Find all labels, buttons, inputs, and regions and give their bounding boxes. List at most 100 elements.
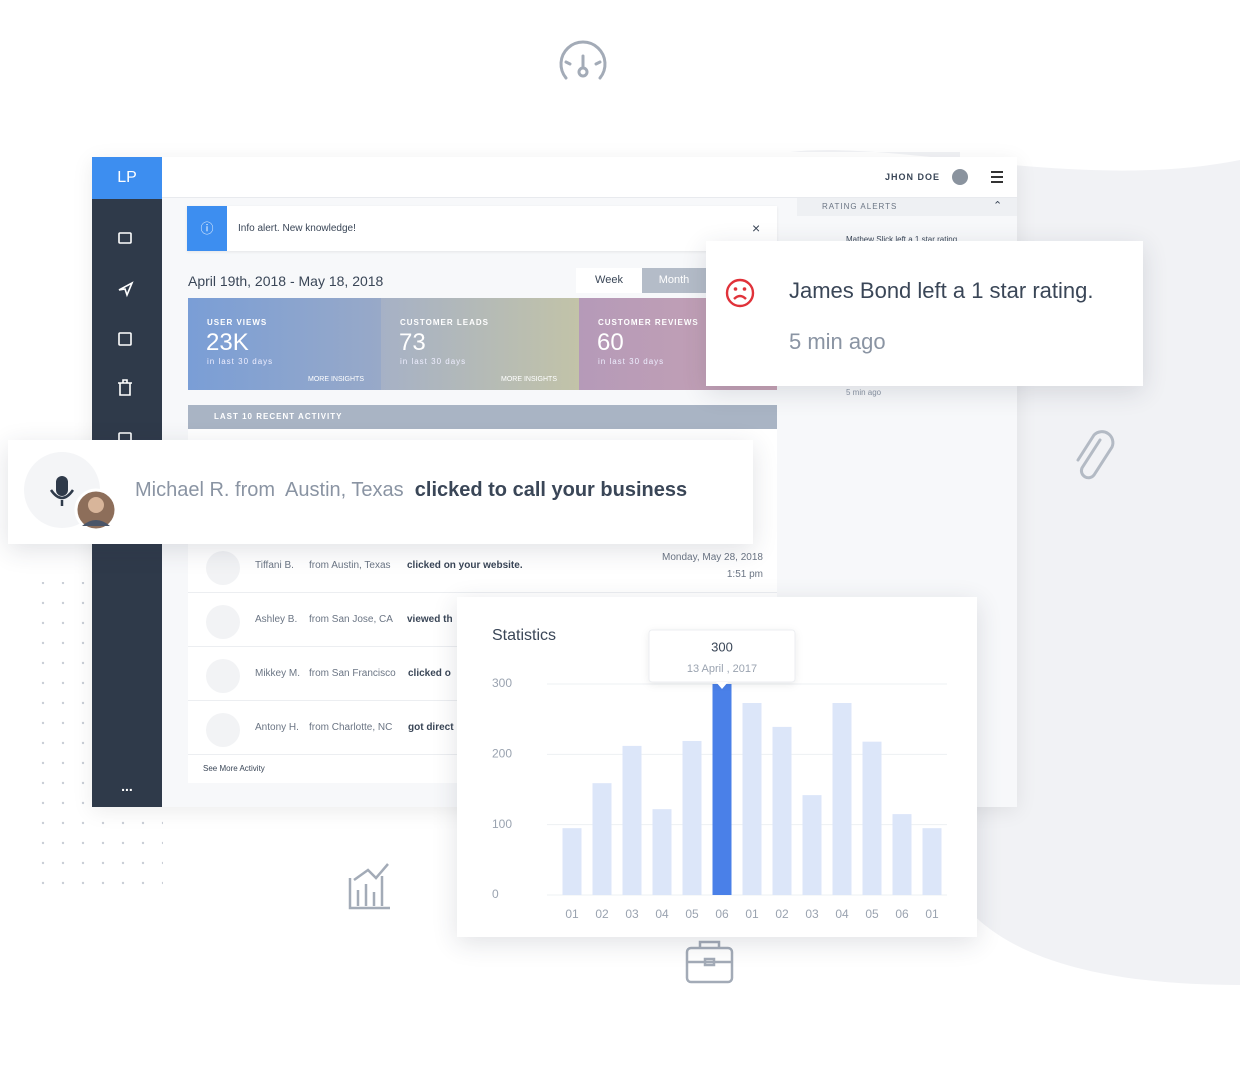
- row-action: viewed th: [407, 614, 453, 625]
- stat-label: USER VIEWS: [207, 318, 268, 327]
- send-icon[interactable]: [118, 281, 134, 298]
- date-range: April 19th, 2018 - May 18, 2018: [188, 273, 384, 289]
- tab[interactable]: Week: [576, 268, 642, 293]
- row-time: 1:51 pm: [726, 569, 763, 580]
- collapse-icon[interactable]: ⌃: [993, 200, 1003, 212]
- call-icon: [24, 452, 118, 532]
- logo[interactable]: LP: [92, 157, 162, 199]
- activity-header: LAST 10 RECENT ACTIVITY: [188, 405, 777, 429]
- x-tick-label: 01: [925, 907, 939, 921]
- stat-sub: in last 30 days: [400, 357, 467, 366]
- bar: [712, 684, 732, 895]
- row-location: from Austin, Texas: [309, 560, 391, 571]
- bar: [682, 740, 702, 895]
- briefcase-icon: [685, 940, 734, 984]
- x-tick-label: 05: [685, 907, 699, 921]
- chart-icon: [348, 863, 390, 910]
- stat-card: [381, 298, 579, 390]
- row-action: got direct: [408, 722, 454, 733]
- report-icon[interactable]: [118, 332, 132, 346]
- x-tick-label: 03: [625, 907, 639, 921]
- x-tick-label: 06: [715, 907, 729, 921]
- bar: [922, 828, 942, 895]
- chart-title: Statistics: [492, 627, 556, 644]
- bar: [802, 795, 822, 895]
- info-icon: ⓘ: [187, 206, 227, 251]
- x-tick-label: 02: [775, 907, 789, 921]
- top-bar: [162, 157, 1017, 198]
- x-tick-label: 05: [865, 907, 879, 921]
- tooltip-arrow: [716, 682, 728, 689]
- stat-sub: in last 30 days: [207, 357, 274, 366]
- x-tick-label: 06: [895, 907, 909, 921]
- bar: [892, 814, 912, 895]
- y-tick-label: 0: [492, 887, 499, 901]
- menu-icon[interactable]: [991, 171, 1003, 183]
- inbox-icon[interactable]: [118, 232, 132, 244]
- dot-grid: [93, 820, 163, 892]
- avatar[interactable]: [952, 169, 968, 185]
- row-icon: [206, 713, 240, 747]
- row-name: Mikkey M.: [255, 668, 300, 679]
- info-alert: [187, 206, 777, 251]
- close-button[interactable]: ×: [752, 220, 761, 236]
- statistics-card: Statistics 0 100 200 300 01 02 03 04 05 06 01 02 03 0…: [457, 597, 977, 937]
- stat-value: 73: [399, 329, 426, 356]
- stat-link[interactable]: MORE INSIGHTS: [308, 376, 365, 383]
- bar: [652, 809, 672, 895]
- notification-time: 5 min ago: [789, 329, 886, 354]
- row-icon: [206, 551, 240, 585]
- rating-peek: Mathew Slick left a 1 star rating: [846, 235, 958, 244]
- bar: [772, 726, 792, 895]
- y-tick-label: 100: [492, 817, 512, 831]
- bar: [622, 745, 642, 895]
- row-location: from Charlotte, NC: [309, 722, 393, 733]
- row-icon: [206, 659, 240, 693]
- row-location: from San Francisco: [309, 668, 396, 679]
- call-action: clicked to call your business: [414, 479, 688, 501]
- y-tick-label: 200: [492, 747, 512, 761]
- dot-grid: [33, 582, 93, 892]
- row-action: clicked on your website.: [407, 560, 523, 571]
- gauge-icon: [559, 40, 607, 80]
- x-tick-label: 04: [655, 907, 669, 921]
- row-name: Tiffani B.: [255, 560, 294, 571]
- notification-text: James Bond left a 1 star rating.: [789, 278, 1094, 303]
- x-tick-label: 04: [835, 907, 849, 921]
- stat-sub: in last 30 days: [598, 357, 665, 366]
- user-controls: [952, 169, 1003, 185]
- row-location: from San Jose, CA: [309, 614, 393, 625]
- row-icon: [206, 605, 240, 639]
- trash-icon[interactable]: [118, 379, 132, 396]
- tooltip-label: 13 April , 2017: [687, 663, 757, 675]
- x-tick-label: 03: [805, 907, 819, 921]
- x-tick-label: 01: [565, 907, 579, 921]
- stat-link[interactable]: MORE INSIGHTS: [501, 376, 558, 383]
- x-tick-label: 01: [745, 907, 759, 921]
- row-action: clicked o: [408, 668, 451, 679]
- tab[interactable]: Month: [642, 268, 706, 293]
- notification-card: James Bond left a 1 star rating. 5 min a…: [706, 241, 1143, 386]
- chart: Statistics 0 100 200 300 01 02 03 04 05 06 01 02 03 0…: [492, 627, 947, 921]
- rating-header: RATING ALERTS: [797, 198, 1017, 216]
- caller-location: Austin, Texas: [285, 479, 404, 501]
- row-name: Antony H.: [255, 722, 299, 733]
- caller-name: Michael R. from: [135, 479, 276, 501]
- alert-text: Info alert. New knowledge!: [238, 223, 356, 234]
- stat-label: CUSTOMER LEADS: [400, 318, 489, 327]
- bar: [742, 702, 762, 895]
- paperclip-icon: [1076, 430, 1115, 480]
- bar: [832, 702, 852, 895]
- see-more[interactable]: See More Activity: [203, 764, 265, 773]
- call-card: Michael R. from Austin, Texas clicked to…: [8, 440, 753, 544]
- stat-label: CUSTOMER REVIEWS: [598, 318, 699, 327]
- row-divider: [188, 592, 777, 593]
- user-name[interactable]: JHON DOE: [884, 172, 940, 182]
- stat-card: [188, 298, 381, 390]
- stat-value: 60: [597, 329, 624, 356]
- row-name: Ashley B.: [255, 614, 298, 625]
- bar: [862, 741, 882, 895]
- rating-peek-time: 5 min ago: [846, 388, 882, 397]
- sidebar-more[interactable]: ...: [121, 778, 133, 794]
